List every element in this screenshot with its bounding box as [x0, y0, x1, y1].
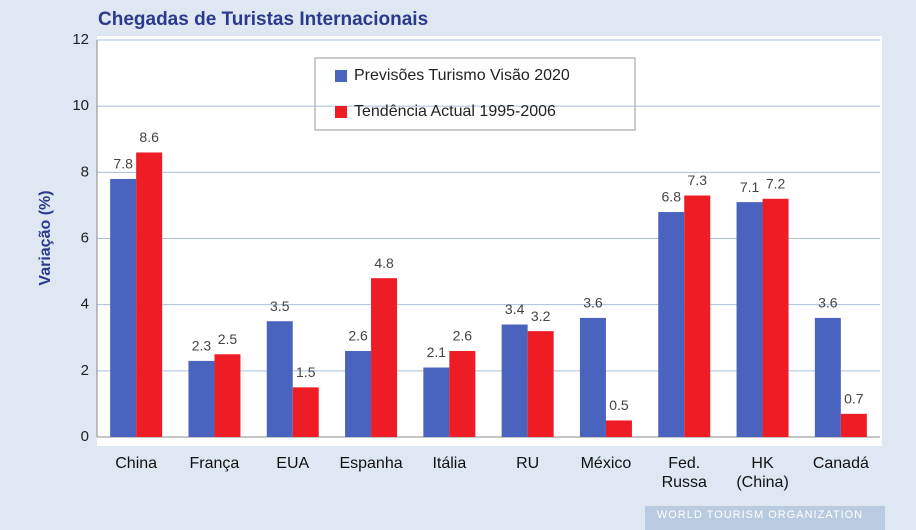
- legend-box: [314, 57, 636, 131]
- legend-swatch: [335, 70, 347, 82]
- bar: [658, 212, 685, 437]
- value-label: 3.6: [818, 295, 838, 311]
- y-tick-label: 12: [72, 31, 89, 48]
- x-tick-label: EUA: [276, 455, 310, 472]
- bar: [266, 321, 293, 437]
- value-label: 2.3: [192, 338, 212, 354]
- y-tick-label: 8: [81, 163, 89, 180]
- bar: [840, 413, 867, 437]
- bar: [579, 317, 606, 437]
- value-label: 7.8: [113, 156, 133, 172]
- bar: [423, 367, 450, 437]
- value-label: 7.2: [766, 176, 786, 192]
- legend-label: Previsões Turismo Visão 2020: [354, 67, 570, 84]
- value-label: 2.1: [427, 344, 447, 360]
- value-label: 3.6: [583, 295, 603, 311]
- bar: [527, 331, 554, 437]
- x-tick-label: RU: [516, 455, 540, 472]
- bar: [449, 350, 476, 437]
- y-tick-label: 2: [81, 362, 89, 379]
- value-label: 0.7: [844, 391, 864, 407]
- y-axis-label: Variação (%): [37, 190, 54, 285]
- legend-swatch: [335, 106, 347, 118]
- bar: [214, 354, 241, 437]
- bar: [345, 350, 372, 437]
- footer-text: WORLD TOURISM ORGANIZATION: [657, 509, 863, 521]
- value-label: 3.5: [270, 298, 290, 314]
- chart-title: Chegadas de Turistas Internacionais: [98, 9, 428, 30]
- y-tick-label: 6: [81, 229, 89, 246]
- footer-banner: [645, 506, 885, 530]
- bar: [605, 420, 632, 437]
- y-tick-label: 4: [81, 296, 89, 313]
- bar: [684, 195, 711, 437]
- value-label: 7.3: [688, 172, 708, 188]
- value-label: 3.4: [505, 301, 525, 317]
- x-tick-label: México: [580, 455, 632, 472]
- value-label: 6.8: [662, 189, 682, 205]
- value-label: 2.6: [348, 328, 368, 344]
- legend-label: Tendência Actual 1995-2006: [354, 103, 556, 120]
- value-label: 1.5: [296, 364, 316, 380]
- x-tick-label: Espanha: [339, 455, 403, 472]
- bar: [110, 178, 137, 437]
- value-label: 2.5: [218, 331, 238, 347]
- value-label: 0.5: [609, 397, 629, 413]
- bar: [501, 324, 528, 437]
- bar: [762, 198, 789, 437]
- x-tick-label: França: [189, 455, 240, 472]
- value-label: 7.1: [740, 179, 760, 195]
- bar: [136, 152, 163, 437]
- value-label: 3.2: [531, 308, 551, 324]
- bar: [814, 317, 841, 437]
- bar: [188, 360, 215, 437]
- x-tick-label: Fed. Russa: [661, 455, 707, 491]
- value-label: 2.6: [453, 328, 473, 344]
- bar: [371, 278, 398, 437]
- x-tick-label: China: [115, 455, 158, 472]
- value-label: 4.8: [374, 255, 394, 271]
- bar: [736, 202, 763, 437]
- y-tick-label: 0: [81, 428, 89, 445]
- y-tick-label: 10: [72, 97, 89, 114]
- bar: [292, 387, 319, 437]
- x-tick-label: HK (China): [736, 455, 789, 491]
- value-label: 8.6: [139, 129, 159, 145]
- x-tick-label: Itália: [432, 455, 467, 472]
- x-tick-label: Canadá: [812, 455, 869, 472]
